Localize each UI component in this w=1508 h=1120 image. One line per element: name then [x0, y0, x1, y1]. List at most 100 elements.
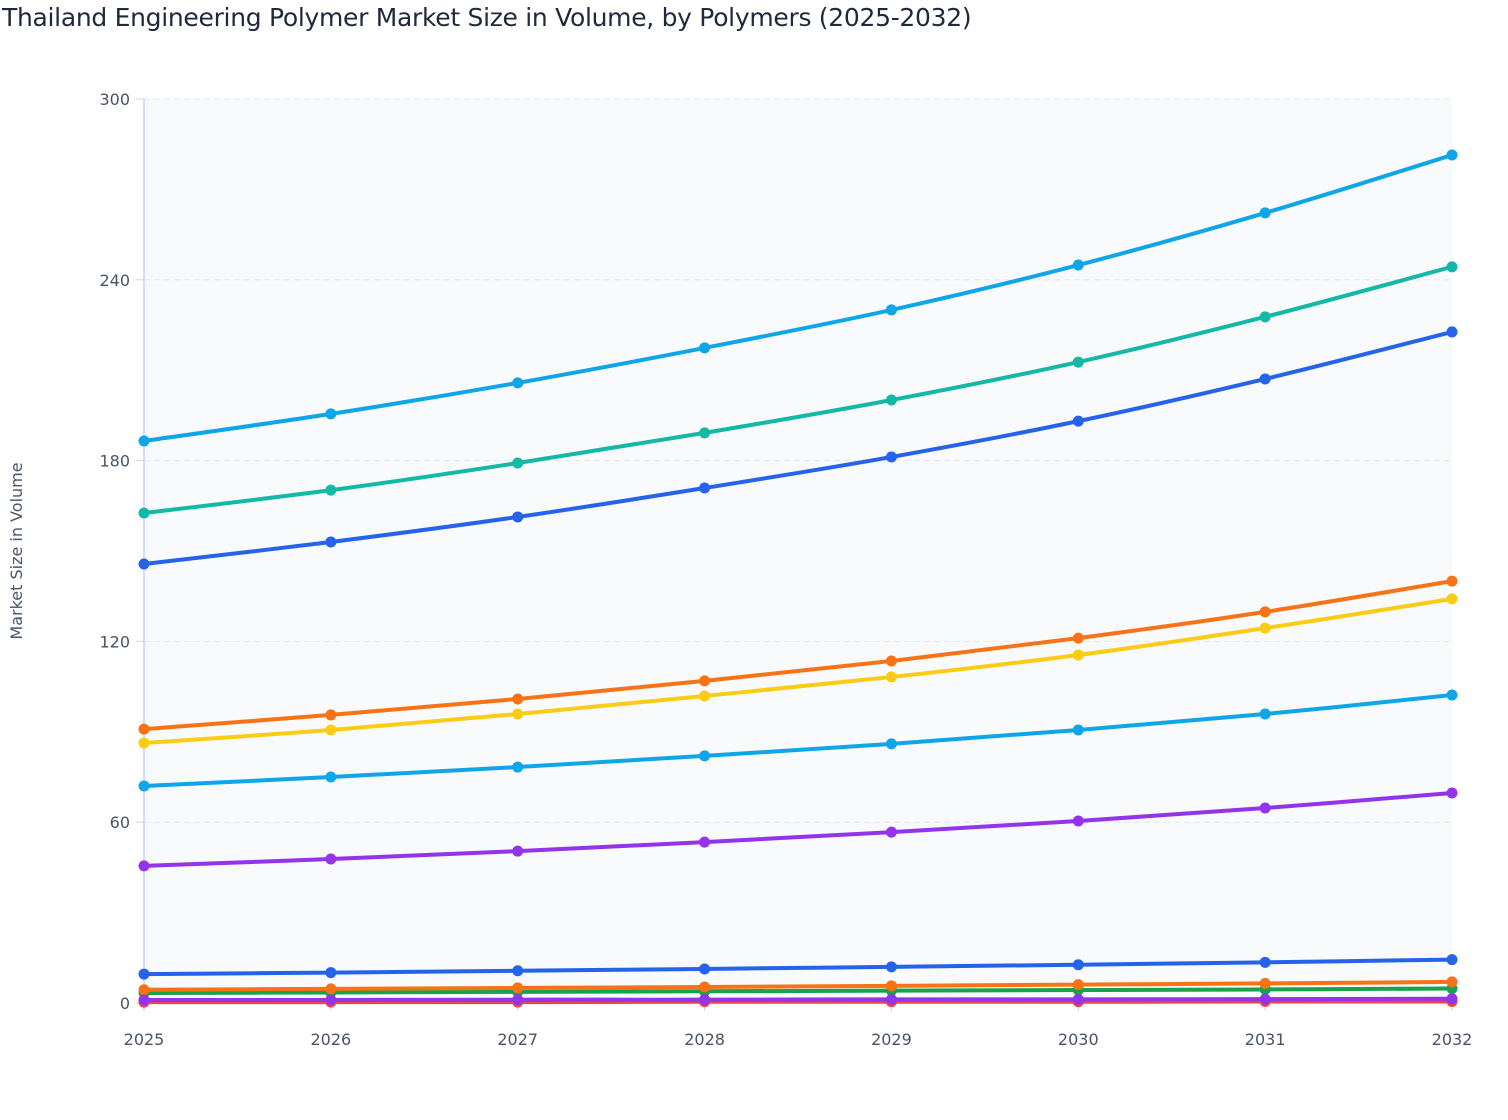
data-point — [1072, 259, 1084, 271]
series-line-1 — [142, 986, 1454, 996]
x-tick-label: 2032 — [1432, 1030, 1473, 1049]
data-point — [325, 771, 337, 783]
series-line-10 — [142, 264, 1454, 516]
data-point — [512, 377, 524, 389]
data-point — [325, 994, 337, 1006]
y-axis-title: Market Size in Volume — [7, 462, 26, 639]
data-point — [1259, 622, 1271, 634]
data-point — [1259, 956, 1271, 968]
data-point — [1259, 311, 1271, 323]
chart-title: Thailand Engineering Polymer Market Size… — [2, 3, 972, 32]
series-line-9 — [142, 329, 1454, 566]
data-point — [1072, 815, 1084, 827]
data-point — [699, 690, 711, 702]
data-point — [885, 993, 897, 1005]
data-point — [512, 845, 524, 857]
data-point — [699, 750, 711, 762]
x-tick-label: 2030 — [1058, 1030, 1099, 1049]
data-point — [699, 482, 711, 494]
data-point — [1446, 976, 1458, 988]
data-point — [1259, 708, 1271, 720]
data-point — [138, 507, 150, 519]
data-point — [1072, 649, 1084, 661]
y-tick-label: 240 — [99, 271, 130, 290]
x-tick-label: 2031 — [1245, 1030, 1286, 1049]
data-point — [1446, 326, 1458, 338]
data-point — [885, 826, 897, 838]
data-point — [699, 427, 711, 439]
data-point — [1446, 149, 1458, 161]
data-point — [1259, 207, 1271, 219]
x-tick-label: 2029 — [871, 1030, 912, 1049]
data-point — [885, 980, 897, 992]
data-point — [885, 394, 897, 406]
data-point — [325, 967, 337, 979]
data-point — [325, 983, 337, 995]
y-tick-label: 60 — [110, 813, 130, 832]
data-point — [699, 836, 711, 848]
data-point — [885, 671, 897, 683]
data-point — [325, 709, 337, 721]
data-point — [512, 982, 524, 994]
data-point — [1259, 373, 1271, 385]
data-point — [325, 408, 337, 420]
data-point — [1446, 954, 1458, 966]
y-tick-label: 300 — [99, 90, 130, 109]
series-line-4 — [142, 957, 1454, 977]
data-point — [699, 963, 711, 975]
data-point — [1259, 977, 1271, 989]
series-line-7 — [142, 596, 1454, 745]
data-point — [885, 738, 897, 750]
series-line-6 — [142, 693, 1454, 789]
y-tick-label: 0 — [120, 994, 130, 1013]
data-point — [885, 961, 897, 973]
y-tick-label: 120 — [99, 632, 130, 651]
data-point — [325, 853, 337, 865]
data-point — [512, 761, 524, 773]
data-point — [512, 693, 524, 705]
series-line-11 — [142, 153, 1454, 444]
plot-area — [144, 99, 1452, 1003]
data-point — [138, 968, 150, 980]
series-line-0 — [142, 999, 1454, 1005]
data-point — [1259, 802, 1271, 814]
data-point — [699, 994, 711, 1006]
data-point — [885, 655, 897, 667]
data-point — [138, 558, 150, 570]
data-point — [885, 304, 897, 316]
data-point — [325, 484, 337, 496]
series-line-8 — [142, 579, 1454, 732]
data-point — [1259, 606, 1271, 618]
data-point — [1446, 575, 1458, 587]
data-point — [699, 675, 711, 687]
data-point — [1072, 415, 1084, 427]
data-point — [138, 984, 150, 996]
data-point — [512, 457, 524, 469]
data-point — [138, 435, 150, 447]
x-tick-label: 2028 — [684, 1030, 725, 1049]
y-tick-label: 180 — [99, 452, 130, 471]
data-point — [1072, 979, 1084, 991]
series-line-2 — [142, 979, 1454, 992]
data-point — [1072, 993, 1084, 1005]
data-point — [138, 780, 150, 792]
data-point — [699, 981, 711, 993]
data-point — [885, 451, 897, 463]
data-point — [512, 708, 524, 720]
data-point — [138, 723, 150, 735]
data-point — [512, 511, 524, 523]
x-tick-label: 2025 — [124, 1030, 165, 1049]
x-tick-label: 2026 — [310, 1030, 351, 1049]
data-point — [138, 994, 150, 1006]
data-point — [1259, 993, 1271, 1005]
series-line-5 — [142, 790, 1454, 868]
data-point — [1446, 593, 1458, 605]
data-point — [325, 536, 337, 548]
data-point — [1446, 689, 1458, 701]
data-point — [325, 724, 337, 736]
series-line-3 — [142, 996, 1454, 1003]
data-point — [512, 994, 524, 1006]
data-point — [1072, 959, 1084, 971]
data-point — [1072, 356, 1084, 368]
